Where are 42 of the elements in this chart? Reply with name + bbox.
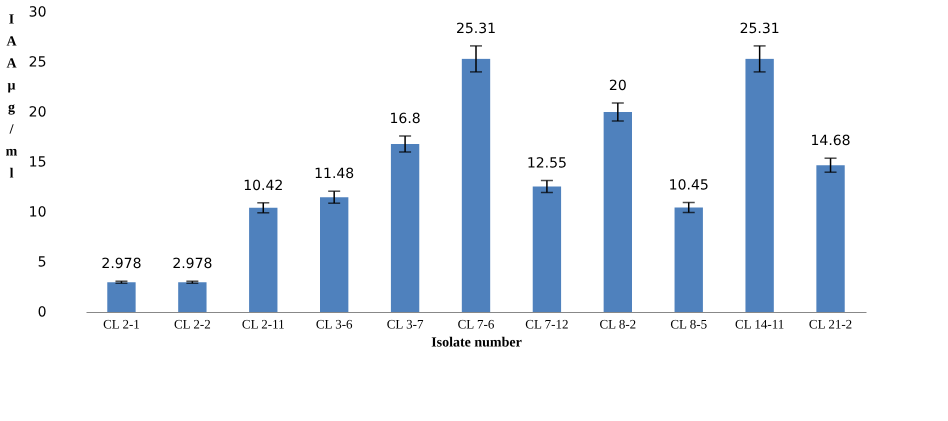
x-tick-label: CL 8-5 <box>670 316 708 332</box>
y-tick-label: 25 <box>28 54 46 70</box>
y-tick-label: 10 <box>28 204 46 220</box>
x-tick-label: CL 14-11 <box>735 316 784 332</box>
data-label: 20 <box>608 78 627 94</box>
y-tick-label: 0 <box>38 304 46 320</box>
bar <box>462 58 490 312</box>
y-tick-label: 15 <box>28 154 46 170</box>
x-tick-label: CL 3-6 <box>316 316 354 332</box>
x-tick-label: CL 2-2 <box>174 316 211 332</box>
bar <box>320 197 348 312</box>
bar <box>816 165 845 312</box>
data-label: 11.48 <box>314 166 354 182</box>
data-label: 25.31 <box>456 20 496 37</box>
data-label: 16.8 <box>390 111 421 127</box>
x-tick-label: CL 7-12 <box>525 316 569 332</box>
y-axis-title: IAA μg/ml <box>6 12 18 182</box>
bar <box>249 208 278 312</box>
bar <box>604 112 632 312</box>
y-tick-label: 20 <box>28 104 46 120</box>
x-tick-label: CL 21-2 <box>808 316 852 332</box>
y-tick-label: 30 <box>28 4 46 20</box>
data-label: 2.978 <box>172 256 212 272</box>
data-label: 25.31 <box>740 20 780 37</box>
x-tick-label: CL 2-1 <box>103 316 140 332</box>
x-tick-label: CL 2-11 <box>242 316 285 332</box>
bar <box>178 282 207 312</box>
data-label: 14.68 <box>810 133 851 150</box>
bar <box>390 144 420 312</box>
data-label: 10.45 <box>668 178 709 194</box>
bar <box>107 282 136 312</box>
bar <box>532 186 562 312</box>
y-tick-label: 5 <box>38 254 46 270</box>
bar <box>745 58 774 312</box>
x-tick-label: CL 7-6 <box>458 316 495 332</box>
data-label: 10.42 <box>243 178 284 194</box>
data-label: 2.978 <box>101 256 142 272</box>
data-label: 12.55 <box>526 156 567 172</box>
x-axis-title: Isolate number <box>431 336 522 350</box>
bar <box>674 208 703 312</box>
x-tick-label: CL 8-2 <box>599 316 636 332</box>
x-tick-label: CL 3-7 <box>386 316 424 332</box>
